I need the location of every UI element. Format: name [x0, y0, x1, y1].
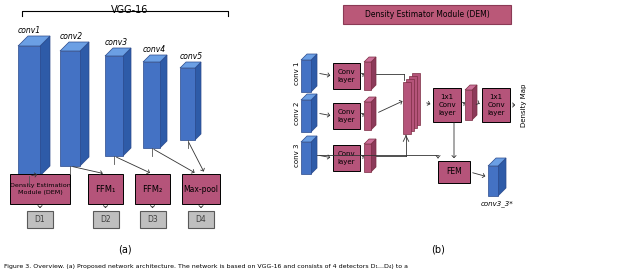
Polygon shape: [123, 48, 131, 156]
Text: D4: D4: [196, 215, 206, 224]
Polygon shape: [364, 144, 371, 172]
Bar: [438, 161, 470, 183]
Polygon shape: [143, 55, 167, 62]
Polygon shape: [18, 46, 40, 176]
Text: conv 2: conv 2: [294, 101, 300, 125]
Text: Max-pool: Max-pool: [184, 184, 218, 193]
Polygon shape: [371, 139, 376, 172]
Polygon shape: [301, 60, 311, 92]
Polygon shape: [364, 102, 371, 130]
Polygon shape: [371, 57, 376, 90]
Text: conv3: conv3: [105, 38, 128, 47]
Bar: [188, 211, 214, 228]
Text: conv 1: conv 1: [294, 61, 300, 85]
Bar: [88, 174, 123, 204]
Polygon shape: [311, 136, 317, 174]
Polygon shape: [105, 48, 131, 56]
Polygon shape: [472, 85, 477, 120]
Text: D2: D2: [100, 215, 111, 224]
Bar: [482, 88, 510, 122]
Polygon shape: [406, 79, 414, 131]
Bar: [135, 174, 170, 204]
Polygon shape: [465, 85, 477, 90]
Polygon shape: [80, 42, 89, 166]
Polygon shape: [371, 97, 376, 130]
Text: D3: D3: [147, 215, 158, 224]
Text: 1x1
Conv
layer: 1x1 Conv layer: [487, 94, 505, 116]
Text: conv 3: conv 3: [294, 143, 300, 167]
Polygon shape: [301, 136, 317, 142]
Polygon shape: [301, 54, 317, 60]
Text: Density Estimator Module (DEM): Density Estimator Module (DEM): [365, 10, 490, 19]
Text: Density Estimation
Module (DEM): Density Estimation Module (DEM): [10, 183, 70, 195]
Polygon shape: [364, 97, 376, 102]
Bar: [182, 174, 220, 204]
Bar: [333, 103, 360, 129]
Polygon shape: [311, 54, 317, 92]
Text: FFM₂: FFM₂: [142, 184, 163, 193]
Polygon shape: [18, 36, 50, 46]
Polygon shape: [301, 94, 317, 100]
Polygon shape: [311, 94, 317, 132]
Text: 1x1
Conv
layer: 1x1 Conv layer: [438, 94, 456, 116]
Polygon shape: [60, 42, 89, 51]
Bar: [433, 88, 461, 122]
Polygon shape: [301, 100, 311, 132]
Polygon shape: [364, 62, 371, 90]
Polygon shape: [498, 158, 506, 196]
Text: Density Map: Density Map: [521, 83, 527, 127]
Text: (b): (b): [431, 244, 445, 254]
Polygon shape: [105, 56, 123, 156]
Text: conv5: conv5: [180, 52, 203, 61]
Text: conv1: conv1: [18, 26, 41, 35]
Bar: [333, 63, 360, 89]
Text: Conv
layer: Conv layer: [338, 151, 355, 165]
Text: FEM: FEM: [446, 168, 462, 176]
Bar: [10, 174, 70, 204]
Bar: [343, 5, 511, 24]
Bar: [333, 145, 360, 171]
Text: Conv
layer: Conv layer: [338, 109, 355, 123]
Polygon shape: [403, 82, 411, 134]
Polygon shape: [488, 158, 506, 166]
Polygon shape: [465, 90, 472, 120]
Text: Conv
layer: Conv layer: [338, 69, 355, 83]
Polygon shape: [409, 76, 417, 128]
Polygon shape: [488, 166, 498, 196]
Polygon shape: [180, 68, 195, 140]
Polygon shape: [143, 62, 160, 148]
Polygon shape: [195, 62, 201, 140]
Polygon shape: [412, 73, 420, 125]
Polygon shape: [364, 139, 376, 144]
Polygon shape: [60, 51, 80, 166]
Text: conv2: conv2: [60, 32, 83, 41]
Polygon shape: [180, 62, 201, 68]
Text: conv3_3*: conv3_3*: [481, 200, 513, 207]
Bar: [27, 211, 53, 228]
Polygon shape: [301, 142, 311, 174]
Text: D1: D1: [35, 215, 45, 224]
Bar: [93, 211, 118, 228]
Text: FFM₁: FFM₁: [95, 184, 116, 193]
Polygon shape: [160, 55, 167, 148]
Text: conv4: conv4: [143, 45, 166, 54]
Text: Figure 3. Overview. (a) Proposed network architecture. The network is based on V: Figure 3. Overview. (a) Proposed network…: [4, 264, 408, 269]
Polygon shape: [364, 57, 376, 62]
Text: (a): (a): [118, 244, 132, 254]
Text: VGG-16: VGG-16: [111, 5, 148, 15]
Bar: [140, 211, 166, 228]
Polygon shape: [40, 36, 50, 176]
